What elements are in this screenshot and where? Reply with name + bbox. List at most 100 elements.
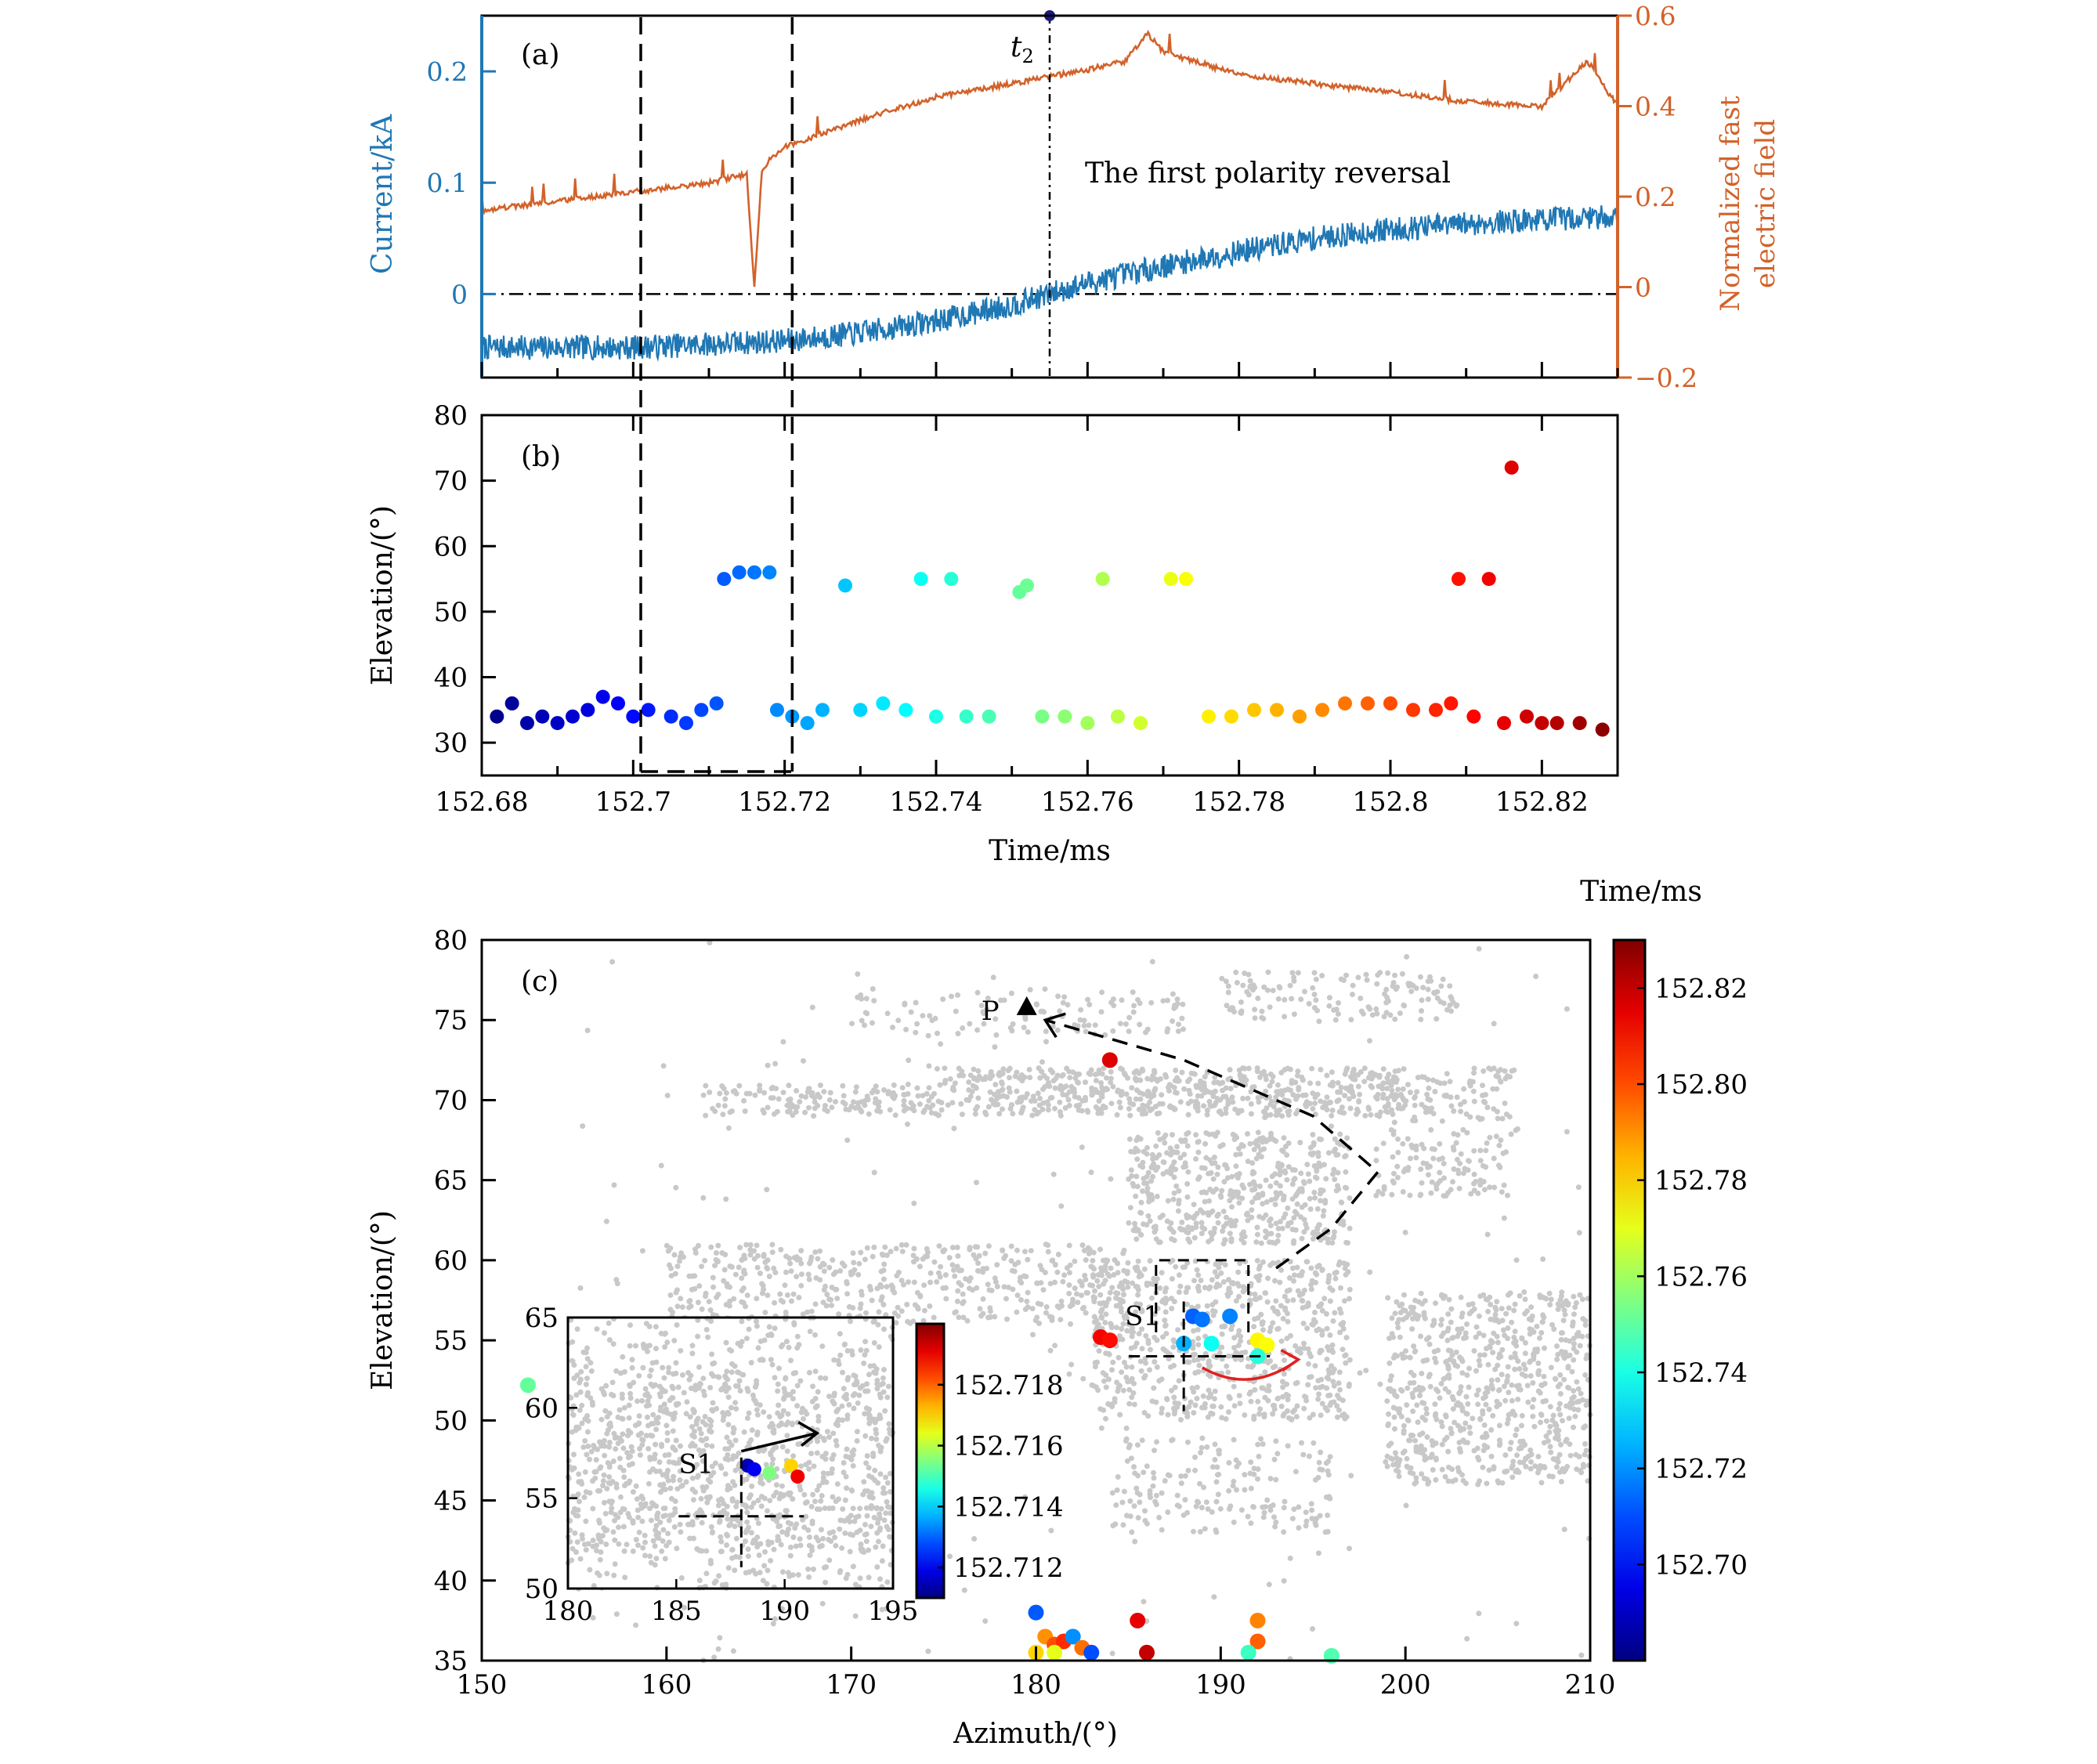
panel-b-label: (b) — [521, 441, 561, 473]
zoom-region-box — [1155, 1259, 1250, 1332]
inset-frame — [566, 1316, 895, 1590]
azimuth-elevation-point — [519, 1377, 536, 1393]
panel-c-label: (c) — [521, 966, 559, 998]
x-tick-label: 190 — [1195, 1669, 1246, 1701]
elevation-point — [1497, 716, 1511, 731]
x-tick-label: 180 — [1011, 1669, 1061, 1701]
y-tick-label: 50 — [434, 597, 468, 628]
azimuth-elevation-point — [1194, 1311, 1210, 1328]
azimuth-elevation-point — [1240, 1644, 1256, 1661]
inset-point — [783, 1459, 798, 1473]
y-tick-label: 40 — [434, 663, 468, 694]
elevation-point — [1133, 716, 1148, 731]
elevation-point — [1549, 716, 1564, 731]
inset-s1-label: S1 — [678, 1449, 714, 1480]
elevation-point — [1361, 696, 1375, 710]
elevation-point — [1520, 709, 1534, 724]
inset-y-tick-label: 65 — [525, 1303, 559, 1334]
x-tick-label: 210 — [1565, 1669, 1616, 1701]
azimuth-elevation-point — [1249, 1633, 1266, 1650]
inset-colorbar-tick-label: 152.712 — [953, 1553, 1064, 1584]
colorbar-tick-label: 152.72 — [1654, 1454, 1748, 1485]
panel-a: t2 0 0.1 0.2 −0.2 0 0.2 0.4 0.6 (a) The first pola… — [367, 1, 1781, 393]
inset-colorbar-tick-label: 152.716 — [953, 1431, 1064, 1462]
elevation-point — [504, 696, 519, 710]
elevation-point — [679, 716, 693, 731]
elevation-point — [1058, 709, 1072, 724]
elevation-point — [1111, 709, 1125, 724]
elevation-point — [1163, 572, 1178, 587]
elevation-point — [550, 716, 565, 731]
colorbar-tick-label: 152.78 — [1654, 1166, 1748, 1197]
y-tick-label: 80 — [434, 925, 468, 956]
elevation-point — [913, 572, 928, 587]
elevation-point — [982, 709, 996, 724]
inset-colorbar — [915, 1322, 945, 1600]
elevation-point — [944, 572, 959, 587]
elevation-point — [1247, 703, 1261, 718]
inset-x-tick-label: 185 — [651, 1596, 702, 1627]
y-tick-label: 45 — [434, 1486, 468, 1517]
elevation-point — [595, 689, 610, 704]
inset-arrow-line — [740, 1431, 818, 1453]
right-tick-label: 0.2 — [1635, 182, 1676, 212]
right-tick-label: −0.2 — [1635, 363, 1697, 393]
colorbar-tick-label: 152.74 — [1654, 1357, 1748, 1389]
x-tick-label: 152.8 — [1352, 786, 1428, 818]
elevation-point — [876, 696, 891, 710]
elevation-point — [1595, 722, 1610, 737]
azimuth-elevation-point — [1203, 1336, 1220, 1352]
azimuth-elevation-point — [1130, 1612, 1146, 1628]
elevation-point — [566, 709, 580, 724]
y-tick-label: 70 — [434, 466, 468, 497]
elevation-point — [580, 703, 595, 718]
elevation-point — [1035, 709, 1050, 724]
y-tick-label: 60 — [434, 531, 468, 562]
inset-point — [747, 1462, 761, 1477]
elevation-point — [815, 703, 830, 718]
s1-label: S1 — [1125, 1301, 1160, 1332]
elevation-point — [535, 709, 550, 724]
elevation-point — [1504, 460, 1519, 475]
inset-point — [762, 1466, 777, 1480]
azimuth-elevation-point — [1259, 1337, 1275, 1354]
inset-y-tick-label: 55 — [525, 1484, 559, 1515]
y-tick-label: 65 — [434, 1166, 468, 1197]
elevation-point — [898, 703, 913, 718]
left-axis-title: Current/kA — [367, 114, 399, 274]
elevation-point — [1481, 572, 1496, 587]
y-tick-label: 30 — [434, 728, 468, 759]
elevation-point — [1179, 572, 1193, 587]
azimuth-elevation-point — [1249, 1612, 1266, 1628]
elevation-point — [800, 716, 815, 731]
right-tick-label: 0.4 — [1635, 92, 1676, 122]
inset-colorbar-tick-label: 152.714 — [953, 1491, 1064, 1523]
t2-label: t2 — [1011, 31, 1034, 67]
right-tick-label: 0 — [1635, 273, 1651, 303]
panel-b-x-title: Time/ms — [989, 835, 1111, 867]
azimuth-elevation-point — [1083, 1644, 1100, 1661]
y-tick-label: 50 — [434, 1405, 468, 1437]
left-tick-label: 0.1 — [427, 168, 468, 198]
inset-arrowhead — [797, 1421, 820, 1447]
x-tick-label: 152.68 — [436, 786, 529, 818]
colorbar-title: Time/ms — [1580, 876, 1702, 908]
azimuth-elevation-point — [1101, 1332, 1118, 1349]
elevation-point — [1293, 709, 1307, 724]
colorbar-tick-label: 152.80 — [1654, 1069, 1748, 1101]
y-tick-label: 75 — [434, 1005, 468, 1036]
elevation-point — [641, 703, 656, 718]
left-tick-label: 0.2 — [427, 56, 468, 87]
colorbar-tick-label: 152.82 — [1654, 973, 1748, 1004]
elevation-point — [1535, 716, 1549, 731]
elevation-point — [520, 716, 534, 731]
azimuth-elevation-point — [1139, 1644, 1155, 1661]
y-tick-label: 35 — [434, 1646, 468, 1677]
elevation-point — [663, 709, 678, 724]
elevation-point — [762, 565, 777, 580]
panel-b-frame — [480, 414, 1619, 777]
colorbar-tick-label: 152.76 — [1654, 1261, 1748, 1292]
point-p-label: P — [982, 996, 1000, 1027]
elevation-point — [709, 696, 724, 710]
